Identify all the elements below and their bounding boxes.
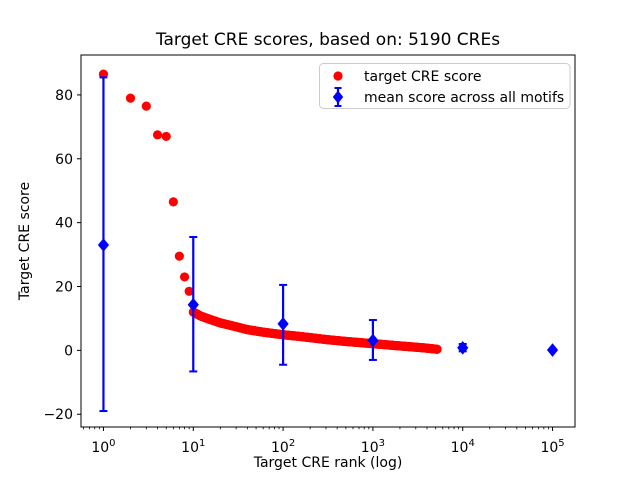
legend-entry-mean-score: mean score across all motifs [364,90,564,106]
target-cre-point [168,197,178,207]
chart-title: Target CRE scores, based on: 5190 CREs [155,30,500,50]
mean-score-diamond [367,333,379,348]
y-tick-label: 40 [55,216,73,232]
mean-score-series [97,76,559,413]
target-cre-point [125,93,136,103]
legend-box [319,63,571,109]
mean-score-legend-marker-icon [332,87,344,107]
mean-score-diamond [277,317,289,331]
target-cre-score-series [98,69,442,354]
y-tick-label: 0 [64,343,73,359]
target-cre-point [152,130,163,140]
target-cre-point [161,131,171,142]
target-cre-point [432,344,442,354]
y-tick-label: 20 [55,280,73,296]
mean-score-diamond [457,341,469,355]
mean-score-diamond [546,343,559,357]
target-cre-point [174,251,184,261]
target-cre-point [184,286,194,296]
y-tick-label: −20 [43,407,73,423]
mean-score-diamond [97,238,110,252]
target-cre-score-legend-marker-icon [333,71,343,81]
y-axis-ticks: −20 0 20 40 60 80 [43,88,81,423]
target-cre-point [141,101,151,111]
y-tick-label: 60 [55,152,73,168]
legend: target CRE score mean score across all m… [319,63,571,109]
target-cre-point [179,272,190,282]
y-tick-label: 80 [55,88,73,104]
legend-entry-target-cre-score: target CRE score [364,69,481,85]
mean-score-diamond [187,297,199,312]
y-axis-label: Target CRE score [17,182,33,301]
x-axis-label: Target CRE rank (log) [253,455,403,471]
plot-frame [80,54,576,428]
